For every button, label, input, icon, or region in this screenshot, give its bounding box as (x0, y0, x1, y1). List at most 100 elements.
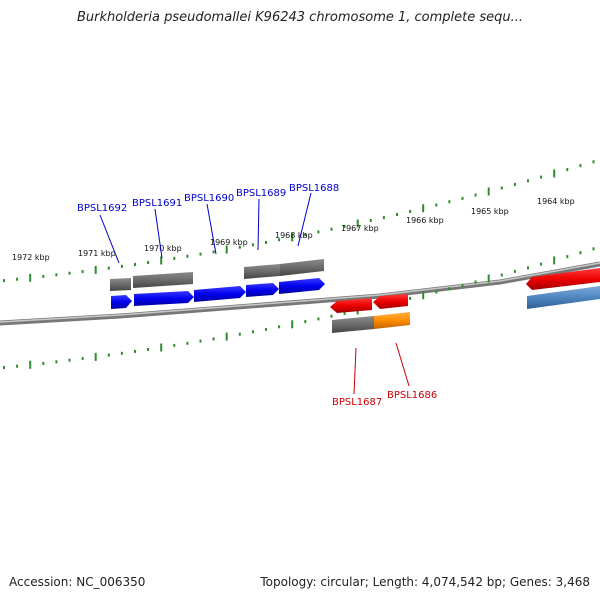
accession-text: Accession: NC_006350 (9, 575, 146, 589)
major-tick (291, 320, 294, 329)
gray-feature[interactable] (110, 278, 131, 291)
scale-label: 1969 kbp (210, 238, 248, 247)
minor-tick (304, 233, 307, 237)
minor-tick (369, 219, 372, 222)
leader-bpsl1689 (257, 198, 260, 251)
scale-label: 1966 kbp (406, 216, 444, 225)
minor-tick (461, 283, 464, 287)
minor-tick (513, 269, 516, 273)
minor-tick (540, 262, 543, 266)
major-tick (356, 219, 359, 228)
gene-label-bpsl1691[interactable]: BPSL1691 (132, 198, 182, 209)
minor-tick (540, 175, 543, 179)
minor-tick (566, 255, 569, 259)
major-tick (29, 273, 32, 282)
minor-tick (278, 325, 281, 329)
reverse-genes[interactable] (330, 294, 410, 333)
major-tick (160, 256, 163, 265)
gene-label-bpsl1690[interactable]: BPSL1690 (184, 193, 234, 204)
minor-tick (134, 262, 136, 266)
scale-label: 1968 kbp (275, 231, 313, 240)
minor-tick (68, 358, 71, 362)
gene-bpsl1690[interactable] (194, 286, 246, 302)
gene-label-bpsl1689[interactable]: BPSL1689 (236, 188, 286, 199)
leader-bpsl1690 (206, 203, 217, 255)
minor-tick (16, 364, 19, 368)
minor-tick (527, 179, 529, 183)
minor-tick (251, 330, 254, 334)
gene-bpsl1689[interactable] (246, 283, 279, 297)
minor-tick (147, 261, 150, 264)
gene-label-bpsl1687[interactable]: BPSL1687 (332, 397, 382, 408)
gene-bpsl1687[interactable] (330, 298, 372, 313)
minor-tick (81, 270, 84, 274)
major-tick (487, 187, 490, 196)
minor-tick (107, 266, 110, 270)
gene-bpsl1688[interactable] (279, 278, 325, 294)
minor-tick (55, 360, 58, 364)
map-title: Burkholderia pseudomallei K96243 chromos… (76, 10, 524, 25)
gene-bpsl1686[interactable] (373, 294, 408, 309)
minor-tick (251, 243, 254, 247)
scale-ticks-forward (3, 160, 595, 283)
minor-tick (435, 203, 438, 207)
leader-bpsl1692 (99, 214, 120, 264)
minor-tick (592, 160, 595, 164)
gray-feature[interactable] (133, 272, 193, 288)
label-leaders (99, 192, 410, 395)
major-tick (94, 265, 97, 274)
minor-tick (199, 252, 202, 256)
minor-tick (265, 240, 267, 244)
forward-gray-features[interactable] (110, 259, 324, 291)
gene-bpsl1692[interactable] (111, 295, 132, 309)
minor-tick (120, 264, 123, 268)
gene-label-bpsl1688[interactable]: BPSL1688 (289, 183, 339, 194)
minor-tick (199, 339, 202, 343)
forward-genes[interactable] (111, 268, 600, 309)
minor-tick (461, 196, 464, 200)
major-tick (553, 256, 556, 265)
minor-tick (409, 209, 412, 213)
minor-tick (409, 296, 412, 300)
genome-summary-text: Topology: circular; Length: 4,074,542 bp… (260, 575, 590, 589)
gray-feature[interactable] (332, 316, 374, 333)
gray-feature[interactable] (280, 259, 324, 276)
minor-tick (120, 351, 123, 355)
minor-tick (500, 186, 503, 190)
scale-label: 1965 kbp (471, 207, 509, 216)
leader-bpsl1687 (353, 347, 357, 395)
scale-label: 1971 kbp (78, 249, 116, 258)
minor-tick (173, 256, 176, 260)
steel-feature[interactable] (527, 286, 600, 309)
gene-label-bpsl1686[interactable]: BPSL1686 (387, 390, 437, 401)
minor-tick (212, 250, 215, 254)
minor-tick (16, 277, 19, 281)
gene-label-bpsl1692[interactable]: BPSL1692 (77, 203, 127, 214)
gray-feature[interactable] (244, 264, 280, 279)
major-tick (94, 352, 97, 361)
minor-tick (107, 353, 110, 357)
minor-tick (278, 238, 281, 242)
minor-tick (134, 349, 136, 353)
scale-label: 1967 kbp (341, 224, 379, 233)
orange-feature[interactable] (374, 312, 410, 329)
major-tick (422, 204, 425, 213)
minor-tick (343, 311, 346, 315)
major-tick (225, 332, 228, 341)
leader-bpsl1691 (154, 208, 163, 259)
minor-tick (147, 348, 150, 351)
minor-tick (435, 290, 438, 294)
minor-tick (448, 200, 451, 204)
minor-tick (396, 213, 398, 216)
minor-tick (3, 366, 5, 370)
major-tick (422, 291, 425, 300)
minor-tick (317, 317, 320, 321)
minor-tick (317, 230, 320, 234)
minor-tick (238, 245, 241, 249)
minor-tick (42, 361, 45, 365)
minor-tick (81, 357, 84, 361)
gene-bpsl1691[interactable] (134, 291, 194, 306)
minor-tick (186, 254, 189, 258)
gene-right-red[interactable] (526, 268, 600, 290)
